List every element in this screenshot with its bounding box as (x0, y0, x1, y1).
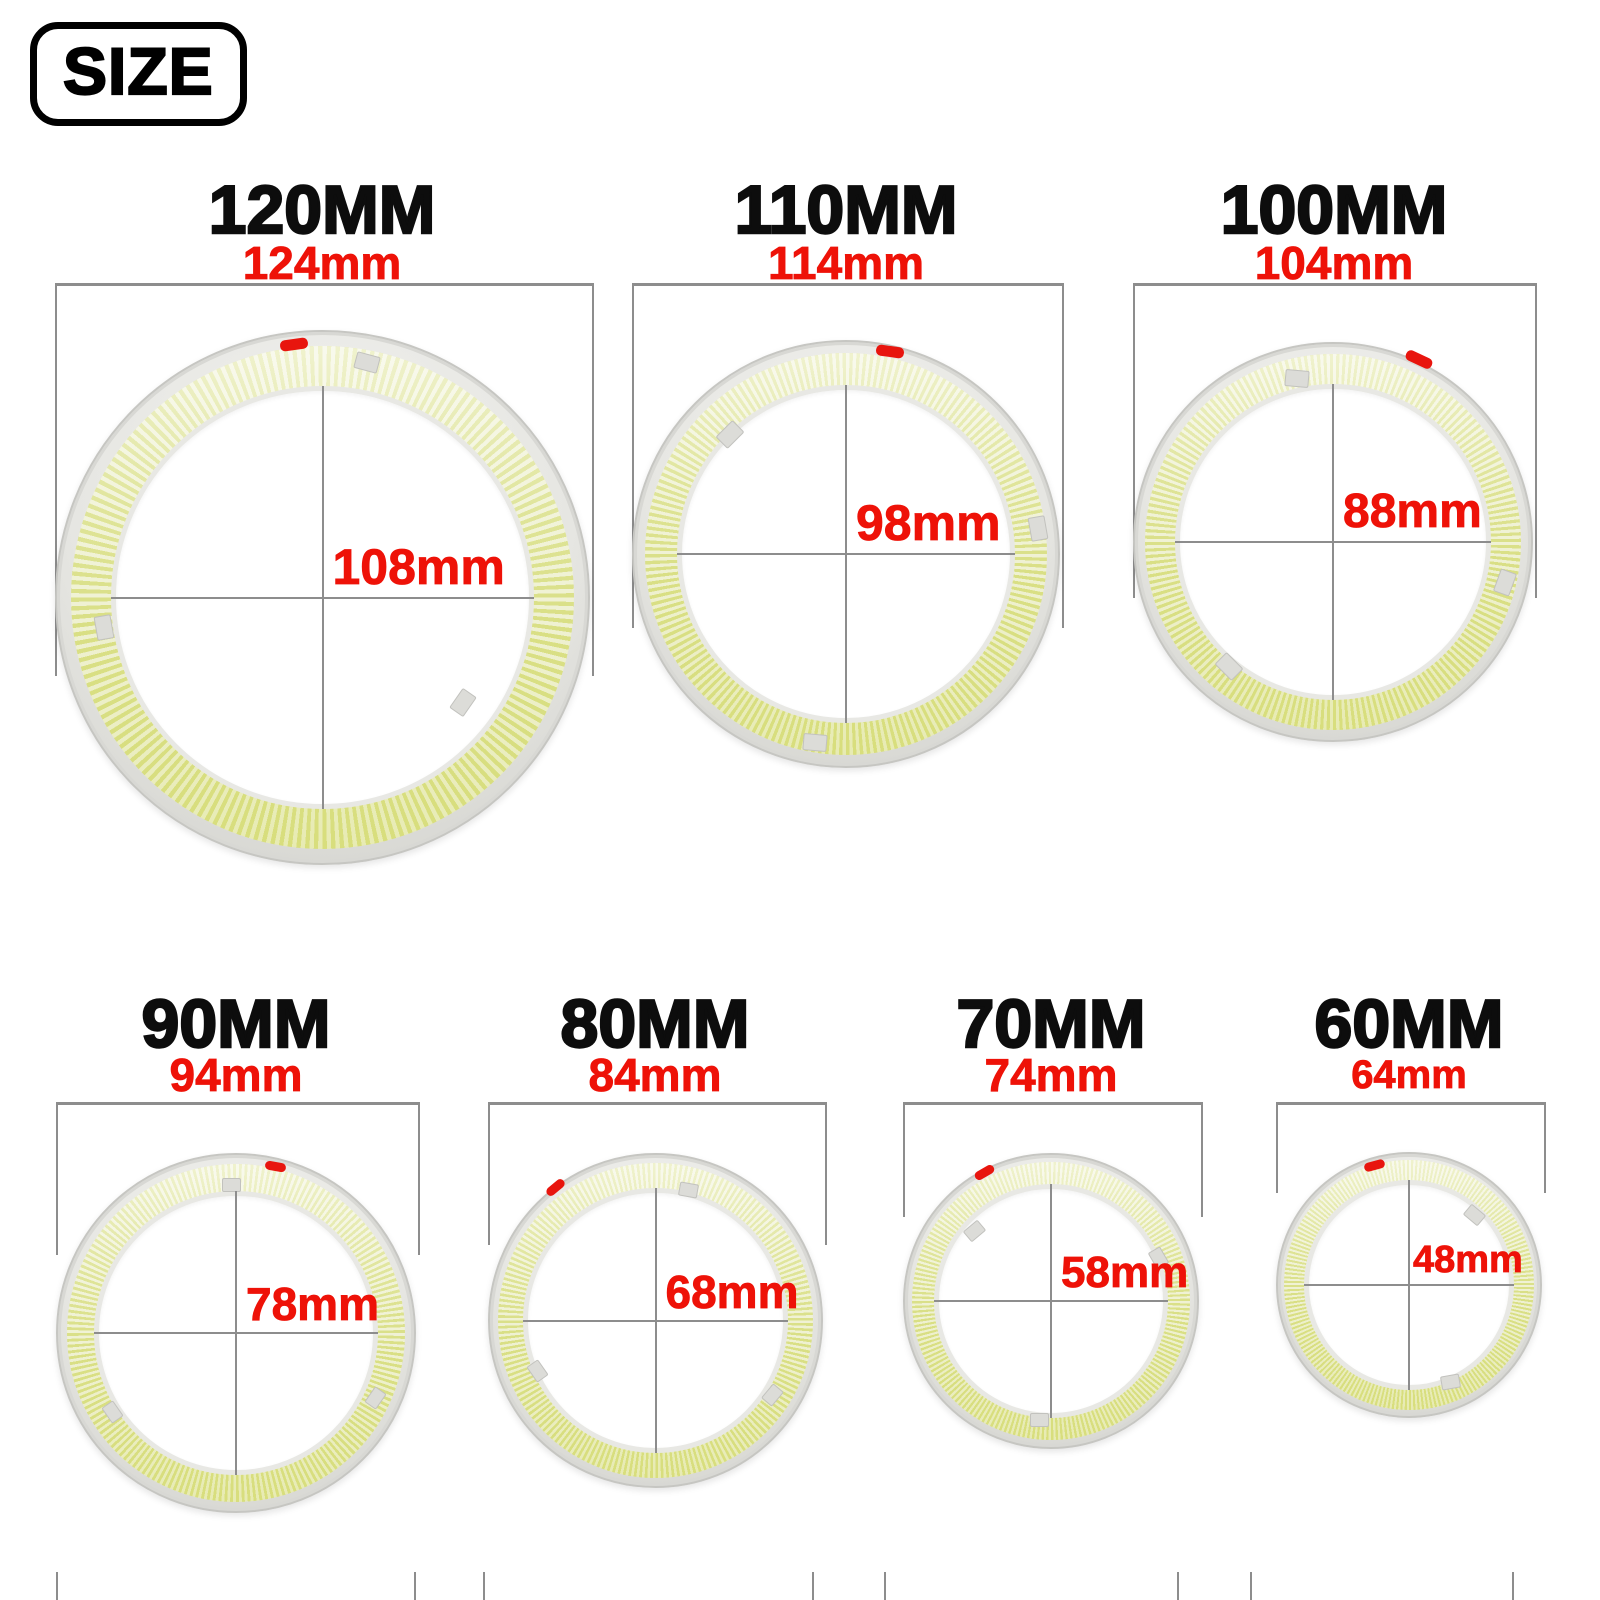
bottom-bracket-stub (56, 1572, 416, 1600)
halo-ring-graphic: 68mm (488, 1153, 823, 1488)
ring-size-title: 100MM (1219, 172, 1448, 248)
bottom-bracket-stub (884, 1572, 1179, 1600)
ring-inner-diameter-label: 68mm (665, 1265, 799, 1318)
ring-outer-diameter-label: 84mm (588, 1049, 722, 1101)
halo-ring-graphic: 88mm (1133, 342, 1533, 742)
ring-outer-diameter-label: 124mm (242, 237, 402, 289)
halo-ring-graphic: 98mm (632, 340, 1060, 768)
ring-size-title: 110MM (733, 172, 958, 248)
ring-outer-diameter-label: 94mm (169, 1049, 303, 1101)
outer-diameter-bracket (1276, 1102, 1546, 1193)
crosshair-vertical-line (654, 1188, 657, 1453)
ring-size-title: 120MM (207, 172, 436, 248)
halo-ring-graphic: 108mm (55, 330, 590, 865)
ring-inner-diameter-label: 48mm (1413, 1239, 1524, 1281)
outer-diameter-bracket (55, 283, 594, 676)
bottom-bracket-stub (483, 1572, 814, 1600)
ring-size-title: 70MM (955, 986, 1146, 1062)
crosshair-vertical-line (321, 386, 324, 809)
outer-diameter-bracket (903, 1102, 1203, 1217)
ring-outer-diameter-label: 64mm (1351, 1053, 1467, 1097)
ring-outer-diameter-label: 114mm (767, 237, 925, 289)
ring-inner-diameter-label: 98mm (856, 495, 1001, 551)
ring-inner-diameter-label: 108mm (332, 538, 505, 595)
size-badge: SIZE (30, 22, 247, 126)
ring-size-title: 80MM (559, 986, 750, 1062)
bottom-bracket-stub (1250, 1572, 1514, 1600)
crosshair-vertical-line (1050, 1184, 1052, 1418)
mount-tab (1030, 1413, 1050, 1428)
outer-diameter-bracket (56, 1102, 420, 1255)
outer-diameter-bracket (488, 1102, 827, 1245)
outer-diameter-bracket (1133, 283, 1537, 598)
ring-inner-diameter-label: 88mm (1343, 485, 1483, 538)
crosshair-vertical-line (235, 1190, 237, 1476)
mount-tab (802, 732, 828, 752)
ring-inner-diameter-label: 78mm (246, 1278, 380, 1330)
halo-ring-graphic: 78mm (56, 1153, 416, 1513)
ring-size-title: 90MM (140, 986, 331, 1062)
mount-tab (1027, 514, 1049, 542)
crosshair-vertical-line (1408, 1179, 1410, 1391)
crosshair-vertical-line (1332, 384, 1334, 700)
mount-tab (221, 1178, 241, 1193)
ring-size-title: 60MM (1313, 986, 1504, 1062)
mount-tab (1284, 368, 1310, 389)
halo-ring-graphic: 48mm (1276, 1152, 1542, 1418)
ring-inner-diameter-label: 58mm (1061, 1248, 1189, 1297)
crosshair-vertical-line (845, 384, 847, 724)
ring-outer-diameter-label: 74mm (984, 1049, 1118, 1101)
ring-outer-diameter-label: 104mm (1254, 237, 1414, 289)
outer-diameter-bracket (632, 283, 1064, 628)
halo-ring-graphic: 58mm (903, 1153, 1199, 1449)
